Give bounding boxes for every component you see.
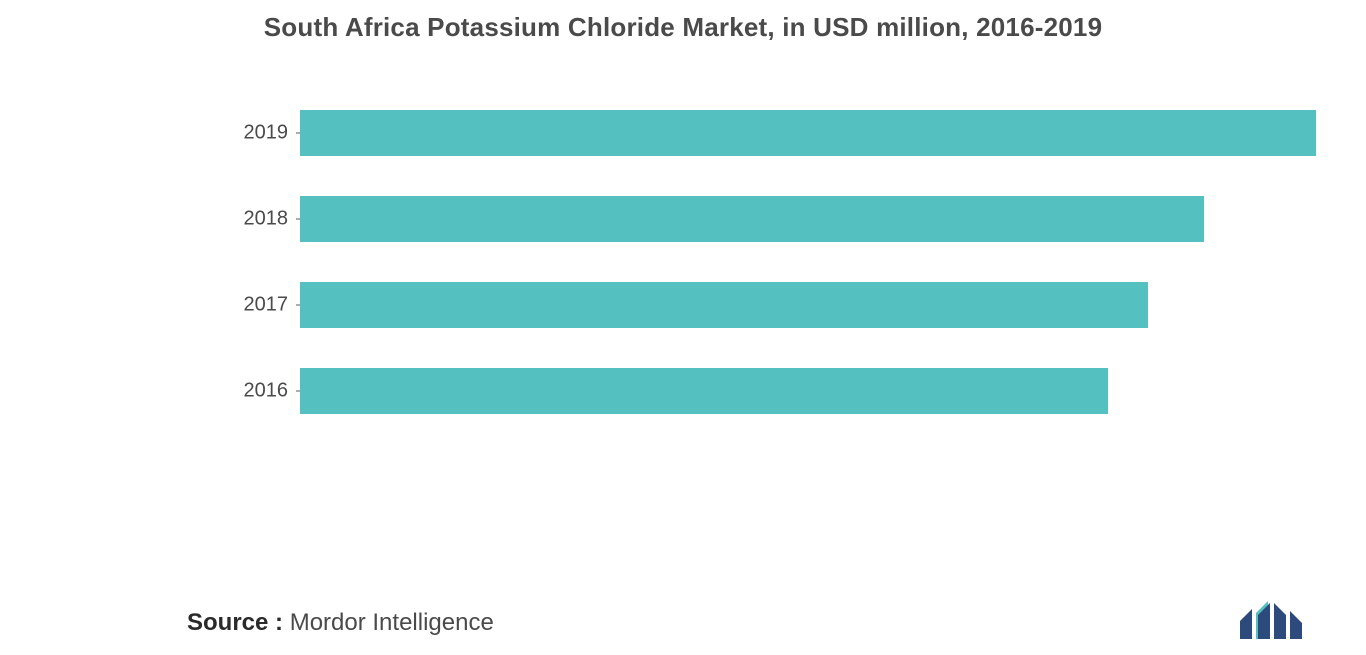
y-axis-label: 2019	[244, 122, 289, 145]
bar-2019	[300, 110, 1316, 156]
mordor-logo-icon	[1238, 601, 1308, 641]
bar-row-2017: 2017	[296, 282, 1316, 328]
y-axis-label: 2018	[244, 208, 289, 231]
logo-bars	[1240, 601, 1302, 639]
bar-row-2019: 2019	[296, 110, 1316, 156]
source-label: Source :	[187, 609, 283, 636]
y-axis-label: 2017	[244, 294, 289, 317]
chart-title: South Africa Potassium Chloride Market, …	[0, 12, 1366, 43]
bar-row-2016: 2016	[296, 368, 1316, 414]
bar-2016	[300, 368, 1108, 414]
source-value: Mordor Intelligence	[290, 609, 494, 636]
y-axis-label: 2016	[244, 380, 289, 403]
bar-row-2018: 2018	[296, 196, 1316, 242]
source-attribution: Source : Mordor Intelligence	[187, 609, 494, 637]
bar-2017	[300, 282, 1148, 328]
bar-2018	[300, 196, 1204, 242]
plot-area: 2019 2018 2017 2016	[296, 110, 1316, 460]
